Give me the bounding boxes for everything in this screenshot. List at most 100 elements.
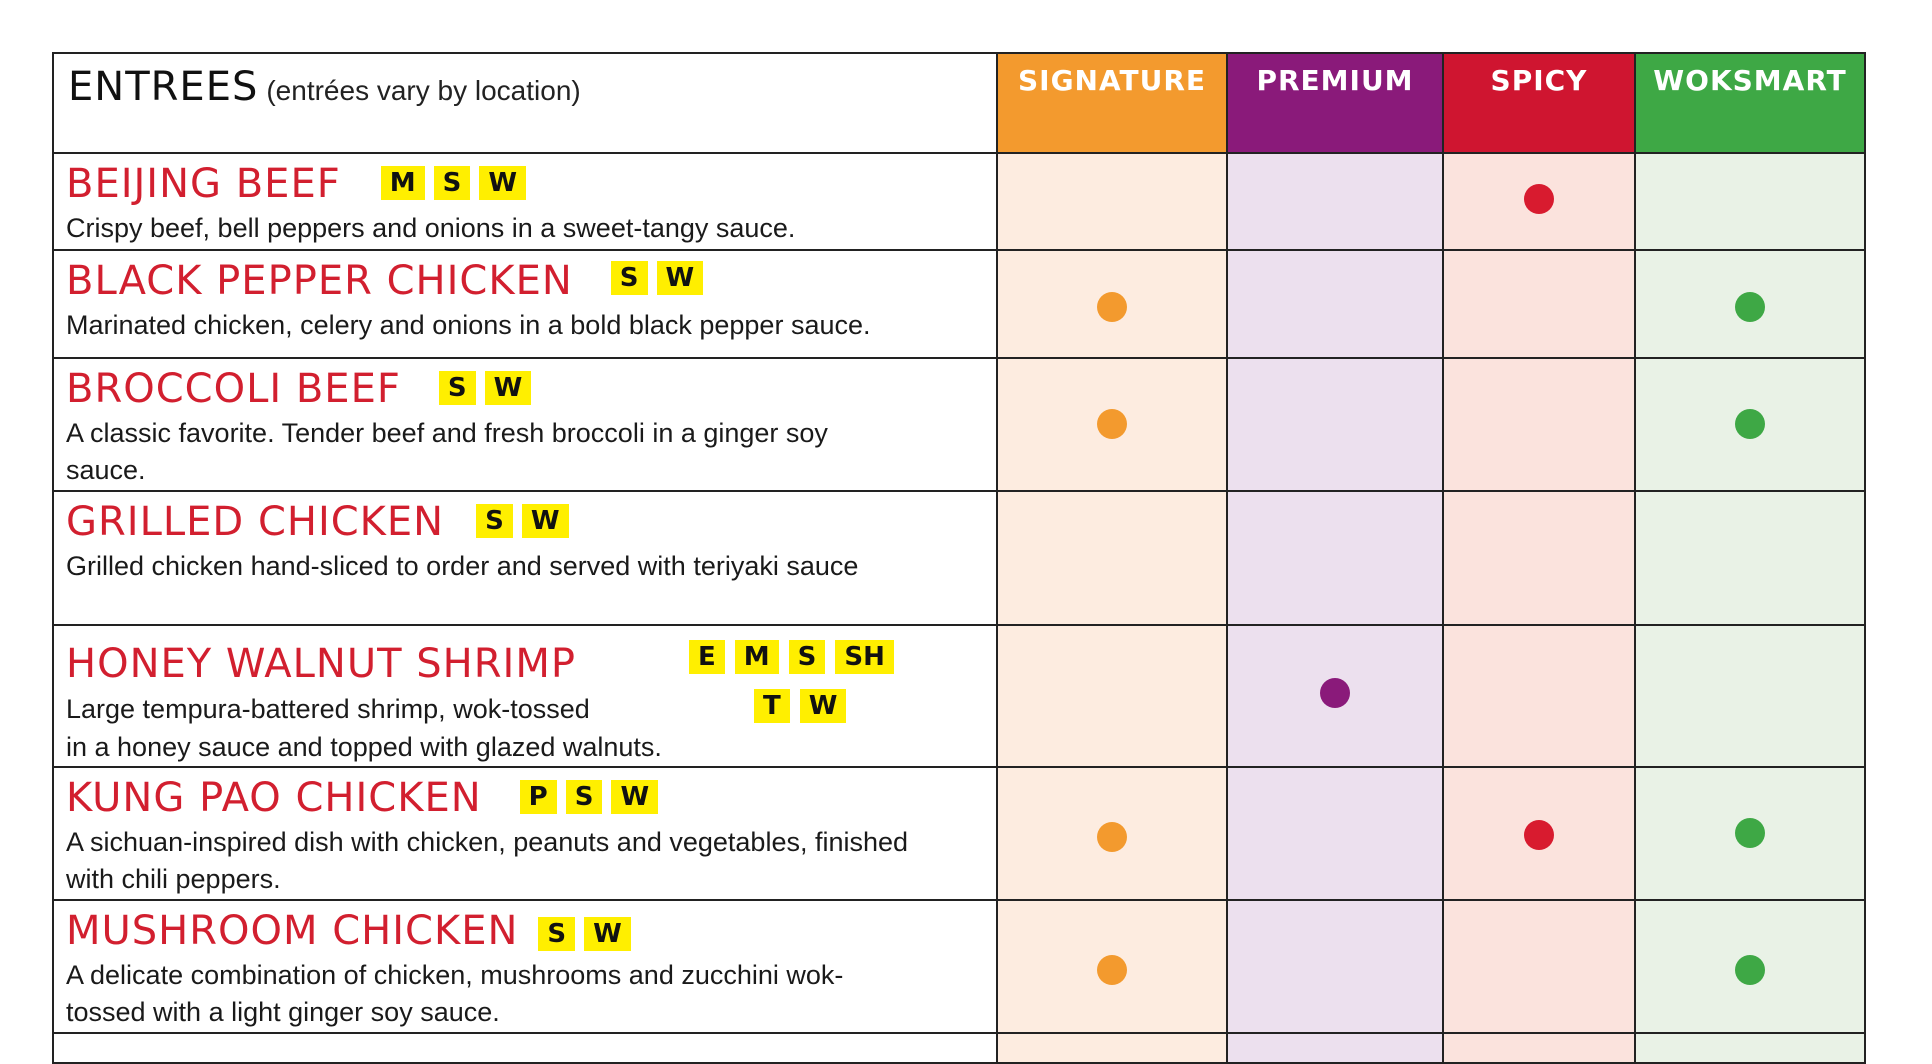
item-name: MUSHROOM CHICKEN — [66, 908, 519, 954]
spicy-cell — [1442, 152, 1636, 251]
spicy-cell — [1442, 899, 1636, 1034]
section-title: ENTREES — [68, 64, 259, 110]
premium-cell — [1226, 357, 1444, 492]
allergen-badge: S — [438, 371, 476, 405]
header-title-cell: ENTREES (entrées vary by location) — [52, 52, 998, 154]
menu-item-row: BLACK PEPPER CHICKEN S W Marinated chicken… — [52, 249, 1866, 359]
woksmart-dot — [1735, 818, 1765, 848]
item-name: KUNG PAO CHICKEN — [66, 775, 482, 821]
allergen-badge: S — [565, 780, 603, 814]
signature-dot — [1097, 955, 1127, 985]
spicy-cell — [1442, 357, 1636, 492]
woksmart-dot — [1735, 409, 1765, 439]
allergen-badge: S — [538, 917, 576, 951]
item-description: Crispy beef, bell peppers and onions in … — [66, 210, 986, 247]
menu-item-row: GRILLED CHICKEN S W Grilled chicken hand-s… — [52, 490, 1866, 626]
category-header-spicy: SPICY — [1442, 52, 1636, 154]
spicy-cell — [1442, 766, 1636, 901]
signature-cell — [996, 152, 1228, 251]
category-header-premium: PREMIUM — [1226, 52, 1444, 154]
signature-cell — [996, 899, 1228, 1034]
allergen-badge: S — [476, 504, 513, 538]
woksmart-dot — [1735, 955, 1765, 985]
entrees-table: ENTREES (entrées vary by location) SIGNAT… — [52, 52, 1866, 1064]
menu-item-row: MUSHROOM CHICKEN S W A delicate combinatio… — [52, 899, 1866, 1034]
item-cell: BLACK PEPPER CHICKEN S W Marinated chicken… — [52, 249, 998, 359]
allergen-badge: M — [380, 166, 425, 200]
description-line: A classic favorite. Tender beef and fres… — [66, 418, 828, 448]
signature-cell — [996, 357, 1228, 492]
item-description: A delicate combination of chicken, mushr… — [66, 957, 986, 1031]
allergen-badges: E M S SH — [689, 640, 904, 674]
category-header-woksmart: WOKSMART — [1634, 52, 1866, 154]
category-label: WOKSMART — [1653, 64, 1847, 97]
premium-cell — [1226, 490, 1444, 626]
premium-cell — [1226, 249, 1444, 359]
item-cell: MUSHROOM CHICKEN S W A delicate combinatio… — [52, 899, 998, 1034]
item-name: GRILLED CHICKEN — [66, 499, 445, 545]
description-line: Marinated chicken, celery and onions in … — [66, 310, 871, 340]
category-header-signature: SIGNATURE — [996, 52, 1228, 154]
allergen-badge: W — [611, 780, 659, 814]
description-line: A delicate combination of chicken, mushr… — [66, 960, 844, 990]
description-line: sauce. — [66, 455, 146, 485]
premium-cell — [1226, 1032, 1444, 1064]
allergen-badge: W — [479, 166, 527, 200]
spicy-dot — [1524, 820, 1554, 850]
item-description: Marinated chicken, celery and onions in … — [66, 307, 986, 344]
allergen-badge: S — [433, 166, 471, 200]
menu-item-row-partial — [52, 1032, 1866, 1064]
woksmart-cell — [1634, 624, 1866, 768]
premium-dot — [1320, 678, 1350, 708]
allergen-badge: W — [656, 261, 704, 295]
allergen-badge: S — [788, 640, 826, 674]
allergen-badge: W — [584, 917, 631, 951]
woksmart-cell — [1634, 249, 1866, 359]
woksmart-cell — [1634, 152, 1866, 251]
woksmart-cell — [1634, 899, 1866, 1034]
signature-dot — [1097, 409, 1127, 439]
allergen-badge: W — [799, 689, 847, 723]
signature-cell — [996, 490, 1228, 626]
description-line: with chili peppers. — [66, 864, 281, 894]
spicy-cell — [1442, 1032, 1636, 1064]
description-line: Crispy beef, bell peppers and onions in … — [66, 213, 796, 243]
allergen-badge: S — [610, 261, 648, 295]
description-line: tossed with a light ginger soy sauce. — [66, 997, 500, 1027]
item-description: A classic favorite. Tender beef and fres… — [66, 415, 986, 489]
item-cell: KUNG PAO CHICKEN P S W A sichuan-inspired d… — [52, 766, 998, 901]
spicy-cell — [1442, 490, 1636, 626]
header-row: ENTREES (entrées vary by location) SIGNAT… — [52, 52, 1866, 154]
allergen-badge: W — [521, 504, 569, 538]
category-label: PREMIUM — [1256, 64, 1414, 97]
description-line: Large tempura-battered shrimp, wok-tosse… — [66, 694, 590, 724]
woksmart-cell — [1634, 766, 1866, 901]
premium-cell — [1226, 766, 1444, 901]
signature-cell — [996, 1032, 1228, 1064]
signature-cell — [996, 249, 1228, 359]
spicy-dot — [1524, 184, 1554, 214]
spicy-cell — [1442, 249, 1636, 359]
signature-dot — [1097, 822, 1127, 852]
allergen-badge: T — [754, 689, 790, 723]
premium-cell — [1226, 899, 1444, 1034]
item-description: Large tempura-battered shrimp, wok-tosse… — [66, 690, 986, 766]
menu-item-row: BEIJING BEEF M S W Crispy beef, bell pepper… — [52, 152, 1866, 251]
signature-cell — [996, 766, 1228, 901]
woksmart-cell — [1634, 490, 1866, 626]
woksmart-cell — [1634, 1032, 1866, 1064]
woksmart-cell — [1634, 357, 1866, 492]
item-name: BLACK PEPPER CHICKEN — [66, 258, 573, 304]
section-note: (entrées vary by location) — [266, 75, 581, 106]
item-description: Grilled chicken hand-sliced to order and… — [66, 548, 986, 585]
description-line: Grilled chicken hand-sliced to order and… — [66, 551, 859, 581]
allergen-badge: SH — [835, 640, 894, 674]
